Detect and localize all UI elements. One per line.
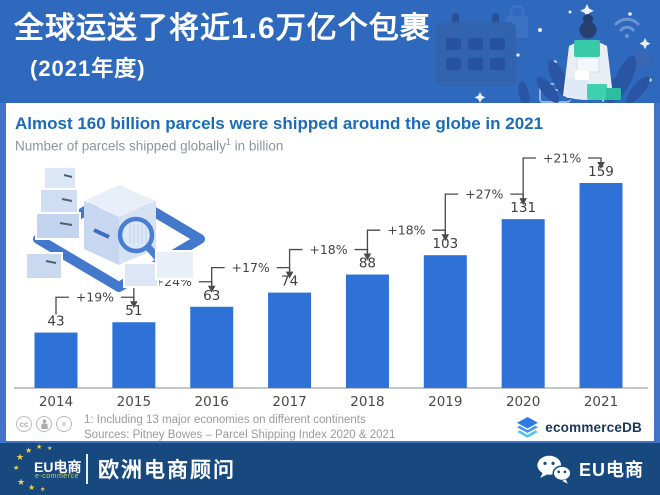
cc-icon: cc [16,416,32,432]
license-icons: cc = [16,416,72,432]
svg-text:131: 131 [510,200,536,216]
chart-subtitle: Number of parcels shipped globally1 in b… [15,137,283,154]
footnote-text: 1: Including 13 major economies on diffe… [84,414,366,426]
svg-text:63: 63 [203,288,220,304]
svg-text:43: 43 [47,314,64,330]
ecommercedb-label: ecommerceDB [545,420,642,435]
wechat-icon [537,455,572,484]
star-icon: ★ [25,446,33,455]
calendar-icon [436,13,516,86]
source-notes: 1: Including 13 major economies on diffe… [84,413,395,443]
svg-text:+17%: +17% [232,260,270,275]
svg-text:+27%: +27% [465,186,503,201]
star-icon: ★ [47,446,53,452]
header-subtitle: (2021年度) [30,55,146,81]
header-illustration [436,4,652,103]
brand-name: 欧洲电商顾问 [98,459,236,482]
footnote-row: cc = 1: Including 13 major economies on … [16,413,642,443]
eu-ecommerce-logo: ★ ★ ★ ★ ★ ★ ★ ★ EU电商 e-commerce [13,444,82,493]
header-text-block: 全球运送了将近1.6万亿个包裹 (2021年度) [14,12,431,83]
svg-text:2017: 2017 [272,394,306,410]
svg-text:2016: 2016 [195,394,229,410]
svg-text:+18%: +18% [387,223,425,238]
header-title: 全球运送了将近1.6万亿个包裹 [14,12,431,45]
svg-text:159: 159 [588,164,614,180]
star-icon: ★ [17,477,26,487]
eu-logo-text: EU电商 [34,459,82,475]
ecommercedb-icon [517,417,539,438]
nd-equal-icon: = [56,416,72,432]
bar-chart-svg: 43 2014 51 2015 63 2016 74 2017 88 2018 103 2019 131… [14,150,648,410]
star-icon: ★ [36,444,43,451]
ecommercedb-brand: ecommerceDB [516,416,642,439]
star-icon: ★ [16,452,25,462]
svg-text:2019: 2019 [428,394,462,410]
eu-logo-subtext: e-commerce [35,473,79,480]
svg-text:88: 88 [359,256,376,272]
box-stack [35,166,81,240]
header-banner: 全球运送了将近1.6万亿个包裹 (2021年度) [0,0,660,103]
small-boxes [25,250,195,288]
svg-text:2018: 2018 [350,394,384,410]
logo-divider [86,454,88,484]
subtitle-text: Number of parcels shipped globally [15,138,226,154]
svg-text:+18%: +18% [309,242,347,257]
svg-text:103: 103 [432,236,458,252]
parcel-illustration [25,166,205,292]
star-icon: ★ [40,487,46,493]
svg-text:2015: 2015 [117,394,151,410]
svg-text:+21%: +21% [543,150,581,165]
svg-text:51: 51 [125,303,142,319]
wechat-label: EU电商 [578,460,644,480]
by-person-icon [36,416,52,432]
star-icon: ★ [28,483,36,492]
coin-icon [633,51,651,69]
svg-text:+19%: +19% [76,290,114,305]
person-with-parcels [563,14,621,100]
source-text: Sources: Pitney Bowes – Parcel Shipping … [84,428,396,441]
wifi-icon [614,17,640,39]
bottom-bar: ★ ★ ★ ★ ★ ★ ★ ★ EU电商 e-commerce 欧洲电商顾问 [0,443,660,495]
content-area: Almost 160 billion parcels were shipped … [6,103,654,441]
subtitle-unit: in billion [230,138,284,154]
svg-text:2021: 2021 [584,394,618,410]
footnote-marker: 1 [225,137,231,147]
chart-title: Almost 160 billion parcels were shipped … [15,114,544,133]
star-icon: ★ [13,465,20,472]
svg-text:74: 74 [281,274,298,290]
wechat-account: EU电商 [536,454,644,485]
svg-text:2014: 2014 [39,394,73,410]
svg-text:2020: 2020 [506,394,540,410]
